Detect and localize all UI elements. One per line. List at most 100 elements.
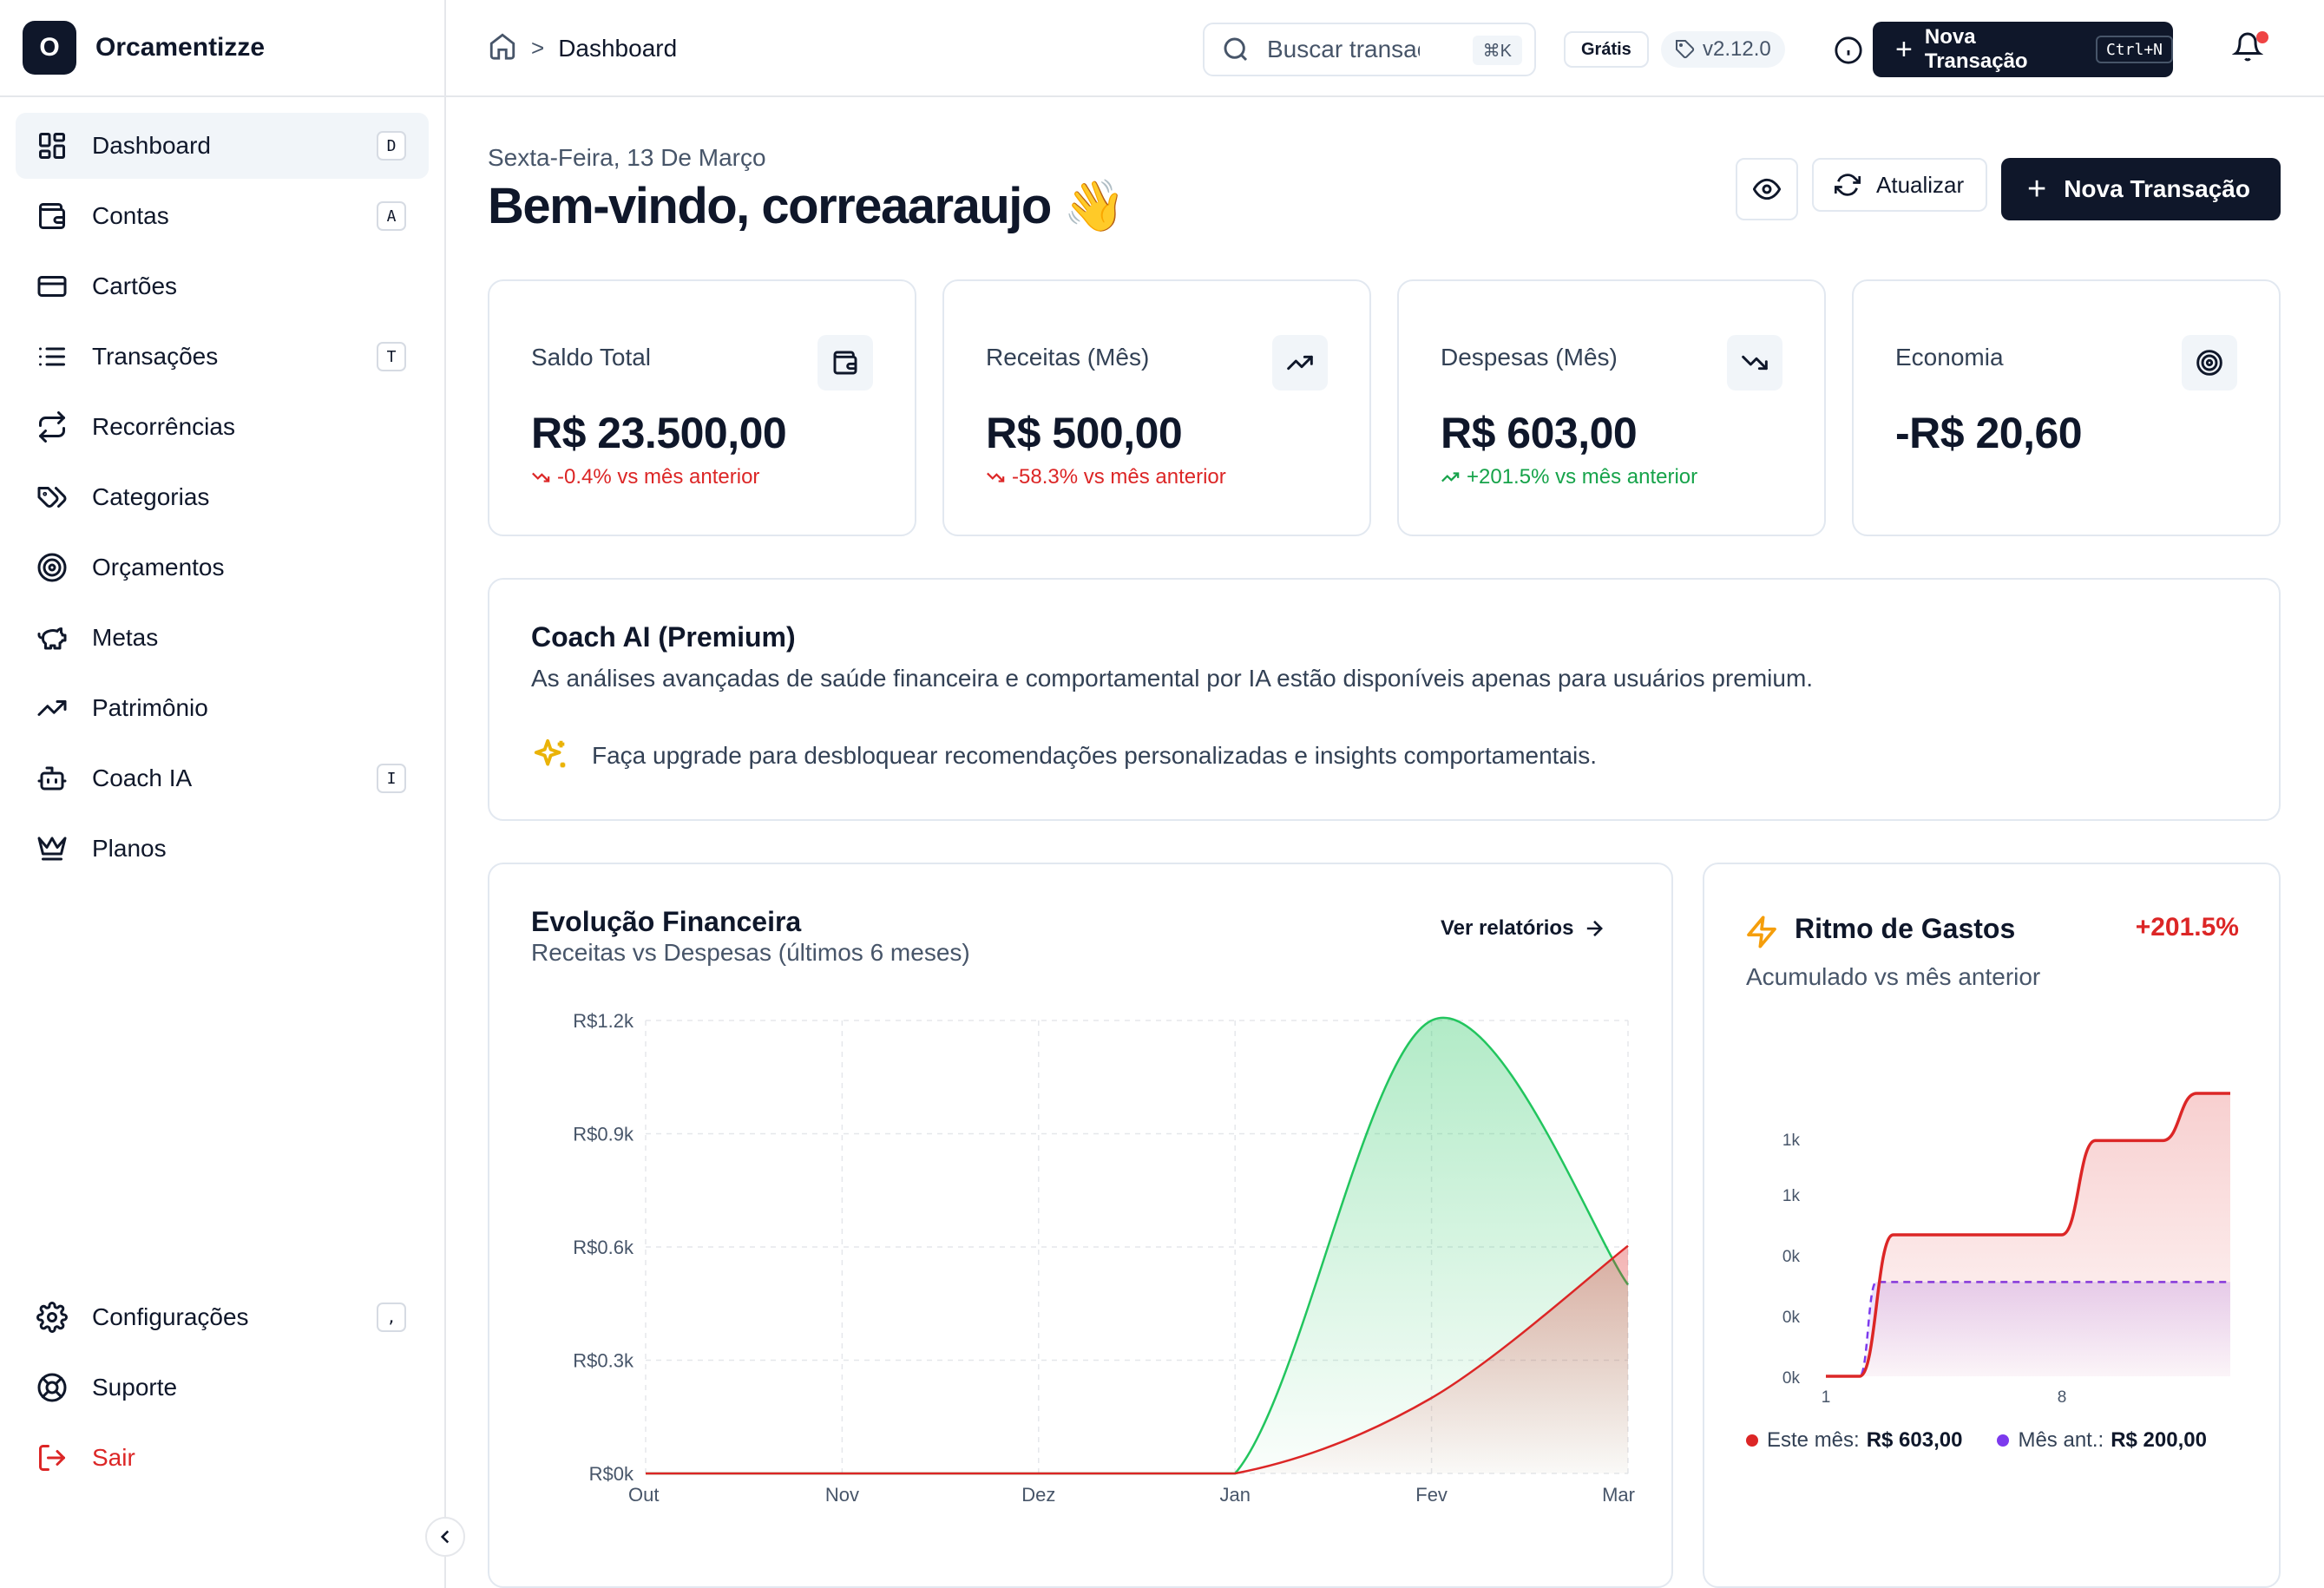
version-text: v2.12.0: [1703, 37, 1771, 61]
evolution-chart: R$0k R$0.3k R$0.6k R$0.9k R$1.2k Out Nov Dez Jan…: [573, 1010, 1635, 1506]
sidebar-item-configuracoes[interactable]: Configurações ,: [16, 1284, 429, 1350]
y-tick-label: 0k: [1782, 1369, 1801, 1388]
brand[interactable]: O Orcamentizze: [0, 0, 444, 97]
notification-dot: [2256, 31, 2268, 43]
series-line-despesas: [645, 1244, 1629, 1475]
legend-value: R$ 200,00: [2111, 1428, 2207, 1452]
stat-title: Saldo Total: [531, 344, 652, 371]
life-buoy-icon: [35, 1370, 69, 1405]
stat-change-text: +201.5% vs mês anterior: [1467, 465, 1698, 489]
shortcut-key: D: [377, 131, 406, 161]
zap-icon: [1744, 915, 1779, 954]
view-reports-link[interactable]: Ver relatórios: [1441, 916, 1606, 941]
piggy-bank-icon: [35, 620, 69, 655]
version-badge: v2.12.0: [1661, 31, 1785, 68]
view-reports-label: Ver relatórios: [1441, 916, 1574, 940]
sidebar-item-label: Dashboard: [92, 132, 211, 159]
refresh-button[interactable]: Atualizar: [1812, 158, 1987, 212]
sidebar-item-label: Configurações: [92, 1303, 249, 1330]
logout-icon: [35, 1440, 69, 1475]
refresh-icon: [1835, 174, 1861, 196]
info-icon: [1835, 36, 1862, 64]
repeat-icon: [35, 410, 69, 444]
coach-title: Coach AI (Premium): [531, 621, 796, 653]
sidebar-bottom-nav: Configurações , Suporte Sair: [16, 1284, 429, 1495]
spending-pace-title: Ritmo de Gastos: [1795, 913, 2016, 944]
sidebar-item-transacoes[interactable]: Transações T: [16, 324, 429, 390]
y-tick-label: R$0.6k: [573, 1237, 634, 1258]
tag-icon: [1676, 40, 1695, 59]
sidebar-item-orcamentos[interactable]: Orçamentos: [16, 535, 429, 600]
sidebar-item-label: Orçamentos: [92, 554, 225, 581]
home-icon[interactable]: [488, 31, 517, 65]
welcome-title: Bem-vindo, correaaraujo 👋: [488, 178, 1126, 234]
sidebar-item-label: Categorias: [92, 483, 210, 510]
collapse-sidebar-button[interactable]: [425, 1517, 465, 1557]
legend-dot-mes-anterior: [1997, 1434, 2010, 1447]
sidebar-item-categorias[interactable]: Categorias: [16, 464, 429, 530]
coach-tip-text: Faça upgrade para desbloquear recomendaç…: [592, 742, 1598, 769]
y-tick-label: R$0k: [589, 1463, 634, 1485]
toggle-visibility-button[interactable]: [1736, 158, 1798, 220]
search-input[interactable]: [1267, 36, 1420, 63]
sidebar-item-patrimonio[interactable]: Patrimônio: [16, 675, 429, 741]
sidebar-item-label: Sair: [92, 1444, 135, 1471]
sidebar-item-planos[interactable]: Planos: [16, 816, 429, 882]
new-transaction-button[interactable]: + Nova Transação Ctrl+N: [1873, 22, 2173, 77]
notifications-button[interactable]: [2231, 31, 2268, 68]
sidebar-item-label: Recorrências: [92, 413, 235, 440]
coach-ai-card: Coach AI (Premium) As análises avançadas…: [488, 578, 2281, 821]
x-tick-label: Nov: [825, 1484, 859, 1506]
bell-icon: [2231, 32, 2264, 62]
stat-change-text: -58.3% vs mês anterior: [1012, 465, 1226, 489]
sidebar-nav: Dashboard D Contas A Cartões Transações …: [0, 97, 444, 882]
sidebar-item-coach-ia[interactable]: Coach IA I: [16, 745, 429, 811]
sidebar-item-cartoes[interactable]: Cartões: [16, 253, 429, 319]
stat-change: -0.4% vs mês anterior: [531, 465, 759, 489]
list-icon: [35, 339, 69, 374]
stat-title: Despesas (Mês): [1441, 344, 1618, 371]
x-tick-label: 8: [2058, 1388, 2067, 1407]
spending-pace-chart: 0k 0k 0k 1k 1k 1 8: [1782, 1092, 2230, 1407]
sidebar-item-contas[interactable]: Contas A: [16, 183, 429, 249]
stat-card-saldo-total: Saldo Total R$ 23.500,00 -0.4% vs mês an…: [488, 279, 916, 536]
new-transaction-main-label: Nova Transação: [2064, 175, 2250, 202]
wallet-icon: [817, 335, 873, 390]
x-tick-label: Mar: [1602, 1484, 1635, 1506]
stat-title: Economia: [1895, 344, 2004, 371]
shortcut-key: ,: [377, 1303, 406, 1332]
x-tick-label: Fev: [1415, 1484, 1448, 1506]
new-transaction-main-button[interactable]: + Nova Transação: [2001, 158, 2281, 220]
stat-change: +201.5% vs mês anterior: [1441, 465, 1697, 489]
y-tick-label: R$1.2k: [573, 1010, 634, 1032]
breadcrumb-current: Dashboard: [558, 34, 678, 62]
sidebar-item-dashboard[interactable]: Dashboard D: [16, 113, 429, 179]
search-shortcut: ⌘K: [1472, 36, 1522, 65]
current-date: Sexta-Feira, 13 De Março: [488, 144, 766, 171]
sidebar-item-metas[interactable]: Metas: [16, 605, 429, 671]
trending-down-icon: [532, 472, 550, 482]
sidebar-item-label: Coach IA: [92, 764, 193, 791]
coach-tip: Faça upgrade para desbloquear recomendaç…: [531, 736, 1597, 776]
search-box[interactable]: ⌘K: [1203, 23, 1536, 76]
stat-change: -58.3% vs mês anterior: [986, 465, 1226, 489]
shortcut-key: I: [377, 764, 406, 793]
sidebar-item-recorrencias[interactable]: Recorrências: [16, 394, 429, 460]
y-tick-label: 1k: [1782, 1187, 1801, 1205]
tags-icon: [35, 480, 69, 515]
crown-icon: [35, 831, 69, 866]
credit-card-icon: [35, 269, 69, 304]
spending-pace-subtitle: Acumulado vs mês anterior: [1746, 963, 2041, 990]
legend-dot-este-mes: [1746, 1434, 1758, 1447]
plus-icon: +: [2027, 171, 2047, 207]
sidebar-item-sair[interactable]: Sair: [16, 1425, 429, 1491]
stat-value: R$ 23.500,00: [531, 409, 787, 457]
info-button[interactable]: [1831, 33, 1866, 68]
trending-up-icon: [35, 691, 69, 725]
y-tick-label: R$0.3k: [573, 1350, 634, 1372]
financial-evolution-card: Evolução Financeira Receitas vs Despesas…: [488, 863, 1673, 1588]
series-area-despesas: [646, 1245, 1628, 1473]
brand-logo: O: [23, 21, 76, 75]
sidebar-item-suporte[interactable]: Suporte: [16, 1355, 429, 1421]
stat-title: Receitas (Mês): [986, 344, 1150, 371]
